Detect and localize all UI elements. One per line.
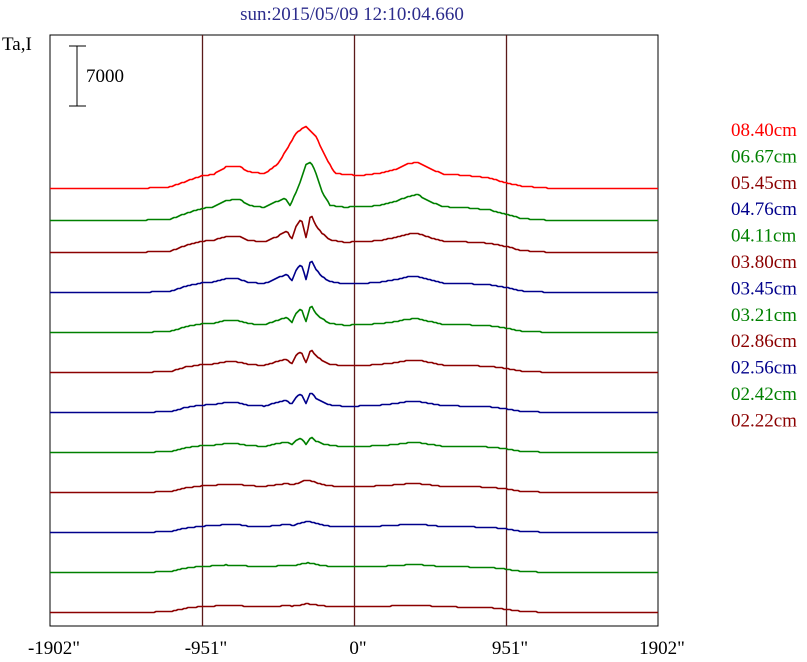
legend-entry-02.22cm: 02.22cm bbox=[731, 410, 797, 431]
chart-title: sun:2015/05/09 12:10:04.660 bbox=[240, 4, 464, 25]
scale-bar-label: 7000 bbox=[86, 66, 124, 87]
legend: 08.40cm 06.67cm 05.45cm 04.76cm 04.11cm 03.80… bbox=[731, 120, 797, 431]
x-tick-label-3: 951" bbox=[492, 638, 528, 659]
x-tick-label-4: 1902" bbox=[639, 638, 685, 659]
legend-entry-03.80cm: 03.80cm bbox=[731, 252, 797, 273]
y-axis-label: Ta,I bbox=[2, 34, 32, 55]
legend-entry-04.76cm: 04.76cm bbox=[731, 199, 797, 220]
legend-entry-03.45cm: 03.45cm bbox=[731, 278, 797, 299]
legend-entry-04.11cm: 04.11cm bbox=[731, 226, 796, 247]
legend-entry-08.40cm: 08.40cm bbox=[731, 120, 797, 141]
series-line-02.56cm bbox=[50, 520, 658, 534]
x-tick-label-1: -951" bbox=[185, 638, 228, 659]
series-line-04.11cm bbox=[50, 305, 658, 334]
series-line-02.42cm bbox=[50, 561, 658, 574]
vertical-reference-lines bbox=[201, 35, 508, 626]
legend-entry-02.42cm: 02.42cm bbox=[731, 384, 797, 405]
series-curves bbox=[50, 125, 658, 614]
series-line-03.45cm bbox=[50, 392, 658, 414]
legend-entry-02.86cm: 02.86cm bbox=[731, 331, 797, 352]
legend-entry-06.67cm: 06.67cm bbox=[731, 146, 797, 167]
series-line-02.86cm bbox=[50, 479, 658, 494]
legend-entry-02.56cm: 02.56cm bbox=[731, 358, 797, 379]
series-line-05.45cm bbox=[50, 215, 658, 254]
legend-entry-05.45cm: 05.45cm bbox=[731, 173, 797, 194]
scale-bar: 7000 bbox=[69, 45, 124, 107]
series-line-02.22cm bbox=[50, 602, 658, 614]
series-line-03.21cm bbox=[50, 436, 658, 454]
series-line-04.76cm bbox=[50, 260, 658, 294]
legend-entry-03.21cm: 03.21cm bbox=[731, 305, 797, 326]
x-axis-ticks: -1902" -951" 0" 951" 1902" bbox=[28, 638, 685, 659]
series-line-08.40cm bbox=[50, 125, 658, 190]
x-tick-label-2: 0" bbox=[349, 638, 366, 659]
x-tick-label-0: -1902" bbox=[28, 638, 80, 659]
series-line-03.80cm bbox=[50, 349, 658, 374]
series-line-06.67cm bbox=[50, 161, 658, 222]
